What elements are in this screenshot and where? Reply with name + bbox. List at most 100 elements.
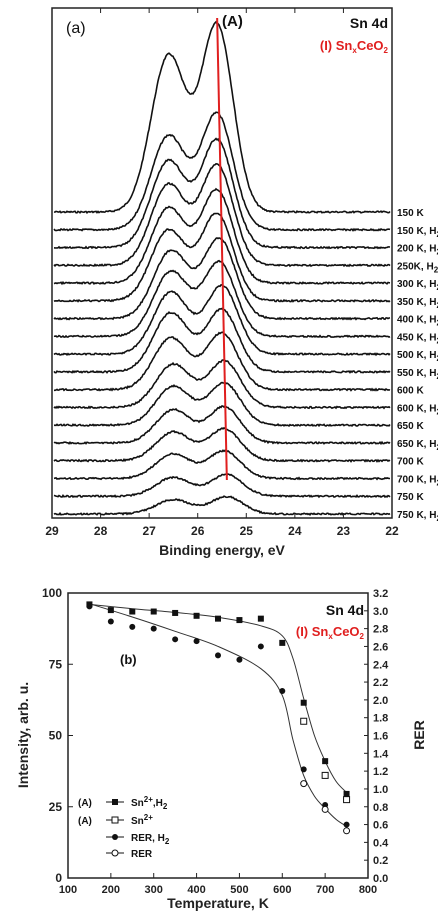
legend-label: RER, H2 [131, 833, 170, 846]
spectrum-line [53, 187, 391, 286]
legend-marker [111, 849, 119, 857]
x-tick-label-a: 22 [385, 524, 399, 538]
y2-axis-label-b: RER [411, 720, 427, 750]
x-tick-label-b: 100 [59, 884, 77, 896]
data-point [172, 636, 179, 643]
spectrum-label: 400 K, H2 [397, 315, 438, 328]
spectrum-label: 750 K [397, 492, 424, 503]
y2-tick-label-b: 2.8 [373, 624, 388, 636]
spectrum-line [53, 137, 391, 250]
spectrum-line [53, 449, 390, 481]
panel-letter-a: (a) [66, 20, 86, 37]
x-tick-label-b: 400 [187, 884, 205, 896]
legend-prefix: (A) [78, 798, 92, 809]
y2-tick-label-b: 3.2 [373, 588, 388, 600]
data-point [150, 608, 157, 615]
panel-letter-b: (b) [120, 652, 137, 667]
spectrum-line [53, 111, 391, 232]
x-axis-ticks-a: 29 28 27 26 25 24 23 22 [45, 8, 399, 538]
spectrum-line [53, 381, 391, 428]
data-point [107, 618, 114, 625]
x-tick-label-b: 800 [359, 884, 377, 896]
y-tick-label-b: 25 [49, 800, 63, 814]
y2-tick-label-b: 1.6 [373, 731, 388, 743]
spectrum-line [53, 20, 391, 214]
legend-prefix: (A) [78, 816, 92, 827]
legend: (A) Sn2+,H2 (A) Sn2+ RER, H2 RER [78, 795, 170, 860]
y2-tick-label-b: 2.2 [373, 677, 388, 689]
chart-subtitle-a: (I) SnxCeO2 [320, 38, 389, 55]
data-point [257, 615, 264, 622]
chart-title-b: Sn 4d [326, 602, 364, 618]
data-point [215, 652, 221, 659]
spectrum-line [53, 359, 391, 410]
x-tick-label-a: 23 [337, 524, 351, 538]
y-tick-label-b: 50 [49, 729, 63, 743]
y-axis-ticks-b: 0 25 50 75 100 [42, 586, 73, 885]
x-axis-ticks-b: 100 200 300 400 500 600 700 800 [59, 873, 377, 896]
y-tick-label-b: 0 [55, 871, 62, 885]
spectrum-label: 650 K, H2 [397, 439, 438, 452]
y2-tick-label-b: 0.0 [373, 873, 388, 885]
spectrum-label: 550 K, H2 [397, 368, 438, 381]
data-point [236, 656, 243, 663]
y2-tick-label-b: 3.0 [373, 606, 388, 618]
spectrum-label: 500 K, H2 [397, 350, 438, 363]
spectrum-label: 150 K [397, 208, 424, 219]
spectrum-label: 750 K, H2 [397, 510, 438, 523]
x-tick-label-b: 500 [230, 884, 248, 896]
legend-marker [111, 816, 119, 824]
x-tick-label-a: 27 [142, 524, 156, 538]
data-point [279, 639, 286, 646]
spectra-labels: 150 K 150 K, H2 200 K, H2 250K, H2 300 K, H2… [397, 208, 438, 523]
legend-label: Sn2+,H2 [131, 795, 168, 811]
spectrum-label: 450 K, H2 [397, 332, 438, 345]
spectrum-line [53, 307, 391, 374]
y2-tick-label-b: 0.8 [373, 802, 388, 814]
y2-tick-label-b: 0.2 [373, 855, 388, 867]
chart-title-a: Sn 4d [350, 15, 388, 31]
x-tick-label-b: 200 [102, 884, 120, 896]
data-point [321, 771, 329, 779]
peak-position-line [216, 17, 228, 481]
spectrum-label: 300 K, H2 [397, 279, 438, 292]
y-tick-label-b: 100 [42, 586, 62, 600]
chart-subtitle-b: (I) SnxCeO2 [296, 624, 365, 641]
spectrum-label: 600 K [397, 386, 424, 397]
y2-tick-label-b: 0.6 [373, 820, 388, 832]
legend-marker [112, 799, 118, 805]
x-tick-label-a: 24 [288, 524, 302, 538]
data-point [257, 643, 264, 650]
data-point [279, 687, 286, 694]
data-point [322, 758, 329, 765]
spectrum-label: 350 K, H2 [397, 297, 438, 310]
legend-label: Sn2+ [131, 813, 153, 827]
x-tick-label-b: 700 [316, 884, 334, 896]
spectrum-line [53, 495, 391, 517]
data-point [193, 612, 200, 619]
spectrum-label: 250K, H2 [397, 261, 438, 274]
y2-tick-label-b: 2.4 [373, 659, 389, 671]
y2-axis-ticks-b: 0.0 0.2 0.4 0.6 0.8 1.0 1.2 1.4 1.6 1.8 2.0 2.2 2.4 2… [364, 588, 389, 885]
y-tick-label-b: 75 [49, 657, 63, 671]
x-tick-label-a: 25 [240, 524, 254, 538]
legend-label: RER [131, 849, 153, 860]
spectrum-label: 700 K [397, 457, 424, 468]
spectrum-label: 700 K, H2 [397, 474, 438, 487]
spectrum-label: 600 K, H2 [397, 403, 438, 416]
data-point [300, 766, 307, 773]
data-point [343, 821, 350, 828]
data-point [343, 796, 351, 804]
x-axis-label-a: Binding energy, eV [159, 542, 285, 558]
spectrum-line [53, 404, 391, 446]
data-point [321, 805, 329, 813]
y2-tick-label-b: 1.2 [373, 766, 388, 778]
y2-tick-label-b: 2.0 [373, 695, 388, 707]
spectrum-line [53, 162, 391, 268]
data-point [107, 607, 114, 614]
data-point [215, 615, 221, 622]
spectrum-label: 650 K [397, 421, 424, 432]
y-axis-label-b: Intensity, arb. u. [15, 682, 31, 788]
